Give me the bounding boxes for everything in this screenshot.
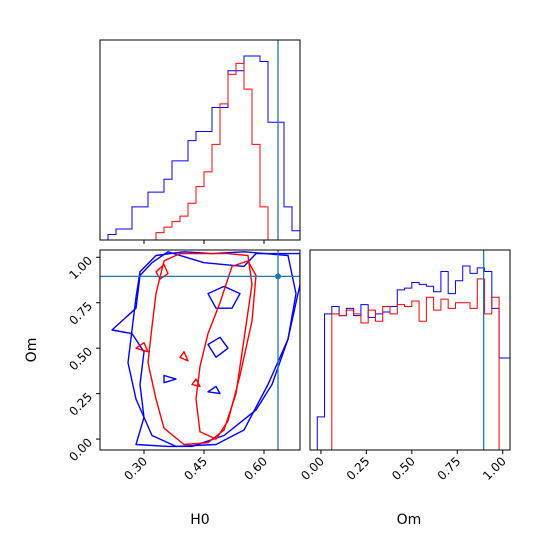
om-x-tick-label: 1.00 xyxy=(480,454,509,483)
h0-histogram-frame xyxy=(99,39,301,241)
h0-histogram-blue xyxy=(100,55,301,241)
h0-x-tick-label: 0.60 xyxy=(241,454,270,483)
om-y-tick-label: 0.75 xyxy=(66,299,95,328)
om-histogram-frame xyxy=(309,249,511,451)
om-y-tick-label: 0.25 xyxy=(66,390,95,419)
contour-red xyxy=(147,252,253,446)
contour-group xyxy=(111,251,300,448)
h0-histogram-panel xyxy=(99,39,301,244)
om-histogram-panel: 0.00 0.25 0.50 0.75 1.00 xyxy=(298,249,511,483)
h0-histogram-red xyxy=(100,62,300,241)
om-histogram-blue xyxy=(310,265,511,451)
om-x-tick-label: 0.25 xyxy=(344,454,373,483)
joint-frame xyxy=(99,249,301,451)
om-y-tick-label: 0.50 xyxy=(66,344,95,373)
contour-red xyxy=(135,342,149,353)
om-histogram-red xyxy=(310,278,510,451)
h0-x-tick-label: 0.45 xyxy=(181,454,210,483)
contour-blue xyxy=(207,285,241,309)
contour-red xyxy=(195,260,257,440)
contour-red xyxy=(179,351,189,362)
om-x-tick-label: 0.75 xyxy=(435,454,464,483)
om-axis-label: Om xyxy=(397,512,422,528)
h0-x-tick-label: 0.30 xyxy=(121,454,150,483)
om-x-tick-label: 0.50 xyxy=(389,454,418,483)
contour-blue xyxy=(111,251,300,448)
truth-point xyxy=(275,273,281,280)
om-y-tick-label: 1.00 xyxy=(66,253,95,282)
om-x-tick-label: 0.00 xyxy=(298,454,327,483)
contour-blue xyxy=(163,374,177,384)
om-y-axis-label: Om xyxy=(24,338,40,363)
h0-om-contour-panel: 0.30 0.45 0.60 0.00 0.25 0.50 0.75 1.00 xyxy=(66,249,301,483)
contour-blue xyxy=(207,336,229,358)
contour-blue xyxy=(207,385,221,395)
om-y-tick-label: 0.00 xyxy=(66,435,95,464)
h0-axis-label: H0 xyxy=(190,512,209,528)
contour-red xyxy=(191,378,201,388)
contour-blue xyxy=(127,251,297,448)
